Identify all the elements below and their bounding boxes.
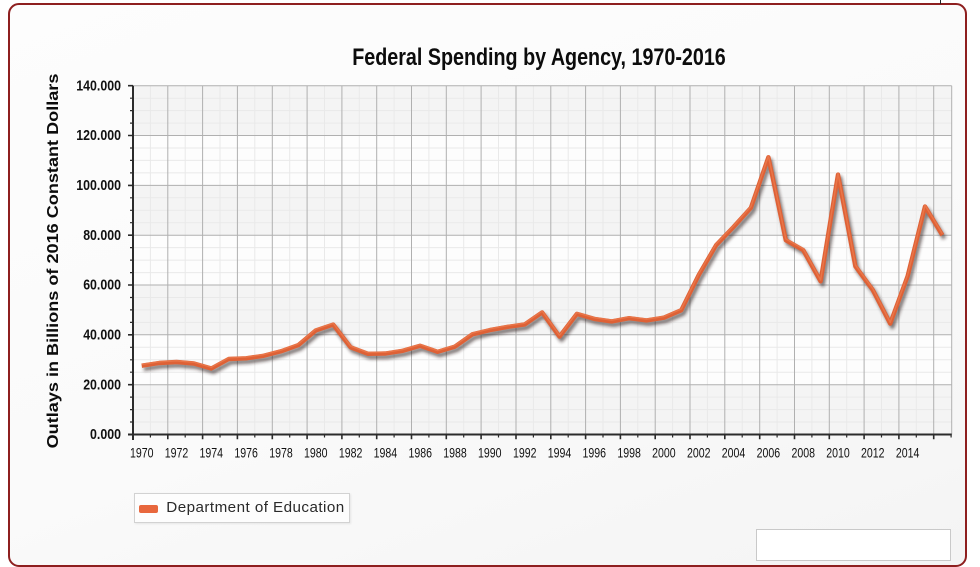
svg-text:100.000: 100.000 [76,178,121,194]
svg-text:1982: 1982 [339,444,363,460]
svg-text:2014: 2014 [896,444,920,460]
svg-text:1980: 1980 [304,444,328,460]
svg-text:Outlays in Billions of 2016 Co: Outlays in Billions of 2016 Constant Dol… [44,74,61,449]
svg-text:140.000: 140.000 [76,78,121,94]
svg-text:2012: 2012 [861,444,885,460]
svg-text:1996: 1996 [583,444,607,460]
svg-text:2000: 2000 [652,444,676,460]
svg-text:120.000: 120.000 [76,128,121,144]
svg-text:1986: 1986 [408,444,432,460]
svg-text:1970: 1970 [130,444,154,460]
svg-text:1990: 1990 [478,444,502,460]
svg-text:2010: 2010 [826,444,850,460]
svg-text:1992: 1992 [513,444,537,460]
svg-text:1988: 1988 [443,444,467,460]
svg-text:1998: 1998 [617,444,641,460]
svg-text:2004: 2004 [722,444,746,460]
svg-text:1984: 1984 [374,444,398,460]
svg-text:0.000: 0.000 [90,427,121,443]
svg-text:2006: 2006 [757,444,781,460]
svg-text:1976: 1976 [234,444,258,460]
svg-text:Federal Spending by Agency, 19: Federal Spending by Agency, 1970-2016 [352,44,726,71]
svg-text:1972: 1972 [165,444,189,460]
svg-text:20.000: 20.000 [83,377,121,393]
svg-text:2002: 2002 [687,444,711,460]
svg-text:40.000: 40.000 [83,327,121,343]
svg-text:1978: 1978 [269,444,293,460]
svg-text:60.000: 60.000 [83,278,121,294]
svg-text:80.000: 80.000 [83,228,121,244]
svg-text:2008: 2008 [791,444,815,460]
svg-text:1994: 1994 [548,444,572,460]
svg-text:1974: 1974 [200,444,224,460]
